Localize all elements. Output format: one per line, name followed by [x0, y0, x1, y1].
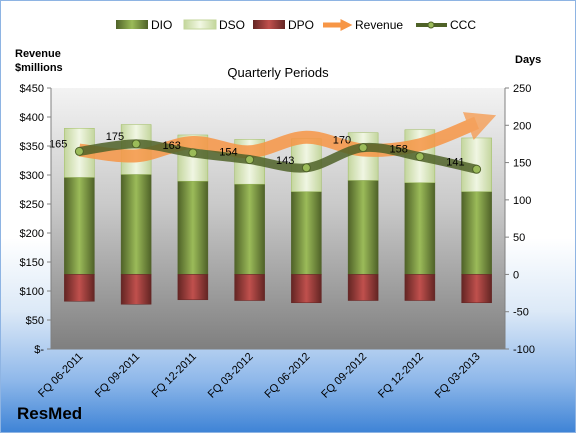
- ccc-label-2: 175: [106, 131, 124, 143]
- x-tick-label-8: FQ 03-2013: [433, 351, 483, 401]
- legend-item-ccc: CCC: [416, 18, 476, 32]
- bar-dpo-5: [291, 274, 322, 304]
- ccc-label-3: 163: [163, 140, 181, 152]
- legend-label-revenue: Revenue: [355, 18, 403, 32]
- right-tick-label-2: 200: [513, 120, 531, 132]
- legend-item-dio: DIO: [116, 18, 172, 32]
- left-tick-label-5: $250: [20, 199, 44, 211]
- x-tick-label-4: FQ 03-2012: [206, 351, 256, 401]
- legend-label-dpo: DPO: [288, 18, 314, 32]
- bar-dio-5: [291, 191, 322, 275]
- legend-swatch-ccc-marker: [427, 21, 435, 29]
- ccc-point-5: [301, 163, 311, 173]
- ccc-point-8: [472, 164, 482, 174]
- ccc-label-4: 154: [219, 147, 237, 159]
- ccc-point-1: [74, 146, 84, 156]
- legend: DIO DSO DPO Revenue CCC: [116, 18, 476, 32]
- bar-dpo-8: [461, 274, 492, 304]
- x-tick-label-7: FQ 12-2012: [376, 351, 426, 401]
- ccc-line: [78, 139, 478, 174]
- bar-dpo-4: [234, 274, 265, 301]
- left-tick-label-3: $350: [20, 141, 44, 153]
- left-axis-title-line2: $millions: [15, 62, 63, 74]
- bar-dio-6: [347, 180, 379, 275]
- left-tick-label-10: $-: [34, 344, 44, 356]
- legend-label-ccc: CCC: [450, 18, 476, 32]
- bar-dpo-3: [177, 274, 209, 301]
- bars-group: [64, 124, 492, 305]
- ccc-label-5: 143: [276, 155, 294, 167]
- left-axis-ticks: $450 $400 $350 $300 $250 $200 $150 $100 $50 $-: [20, 83, 51, 356]
- legend-label-dio: DIO: [151, 18, 172, 32]
- legend-item-revenue: Revenue: [323, 18, 403, 32]
- ccc-label-1: 165: [49, 138, 67, 150]
- x-axis-ticks: FQ 06-2011 FQ 09-2011 FQ 12-2011 FQ 03-2012…: [36, 351, 483, 401]
- legend-swatch-dpo: [253, 20, 285, 29]
- right-axis-ticks: 250 200 150 100 50 0 -50 -100: [505, 83, 535, 356]
- bar-dio-3: [177, 180, 209, 275]
- left-axis-title-line1: Revenue: [15, 48, 61, 60]
- ccc-label-6: 170: [333, 135, 351, 147]
- left-tick-label-6: $200: [20, 228, 44, 240]
- bar-dpo-1: [64, 274, 95, 302]
- company-name: ResMed: [17, 404, 83, 423]
- bar-dio-1: [64, 177, 95, 275]
- revenue-line: [78, 112, 497, 163]
- legend-label-dso: DSO: [219, 18, 245, 32]
- revenue-layer: [78, 112, 497, 163]
- right-axis-title: Days: [515, 54, 541, 66]
- ccc-label-7: 158: [390, 144, 408, 156]
- bar-dio-2: [120, 174, 152, 275]
- ccc-layer: 165 175 163 154 143 170 158 141: [49, 131, 482, 174]
- left-tick-label-8: $100: [20, 286, 44, 298]
- ccc-label-8: 141: [446, 156, 464, 168]
- right-tick-label-6: 0: [513, 269, 519, 281]
- legend-item-dpo: DPO: [253, 18, 314, 32]
- x-tick-label-6: FQ 09-2012: [319, 351, 369, 401]
- x-tick-label-3: FQ 12-2011: [150, 351, 199, 400]
- bar-dpo-6: [347, 274, 379, 301]
- bar-dio-4: [234, 183, 265, 275]
- chart-title: Quarterly Periods: [227, 65, 329, 80]
- x-tick-label-1: FQ 06-2011: [36, 351, 85, 400]
- left-tick-label-4: $300: [20, 170, 44, 182]
- right-tick-label-3: 150: [513, 158, 531, 170]
- ccc-point-2: [131, 139, 141, 149]
- right-tick-label-7: -50: [513, 307, 529, 319]
- left-tick-label-9: $50: [26, 315, 44, 327]
- right-tick-label-1: 250: [513, 83, 531, 95]
- ccc-point-4: [245, 155, 255, 165]
- ccc-point-3: [188, 148, 198, 158]
- right-tick-label-5: 50: [513, 232, 525, 244]
- right-tick-label-4: 100: [513, 195, 531, 207]
- legend-swatch-dio: [116, 20, 148, 29]
- bar-dpo-2: [120, 274, 152, 305]
- plot-area: [51, 88, 505, 349]
- left-tick-label-2: $400: [20, 112, 44, 124]
- ccc-point-6: [358, 143, 368, 153]
- legend-item-dso: DSO: [183, 18, 245, 32]
- legend-swatch-dso: [183, 19, 217, 30]
- left-tick-label-7: $150: [20, 257, 44, 269]
- ccc-point-7: [415, 152, 425, 162]
- right-tick-label-8: -100: [513, 344, 535, 356]
- left-tick-label-1: $450: [20, 83, 44, 95]
- x-tick-label-2: FQ 09-2011: [93, 351, 142, 400]
- x-tick-label-5: FQ 06-2012: [263, 351, 313, 401]
- bar-dio-7: [404, 182, 436, 275]
- bar-dio-8: [461, 191, 492, 275]
- bar-dpo-7: [404, 274, 436, 301]
